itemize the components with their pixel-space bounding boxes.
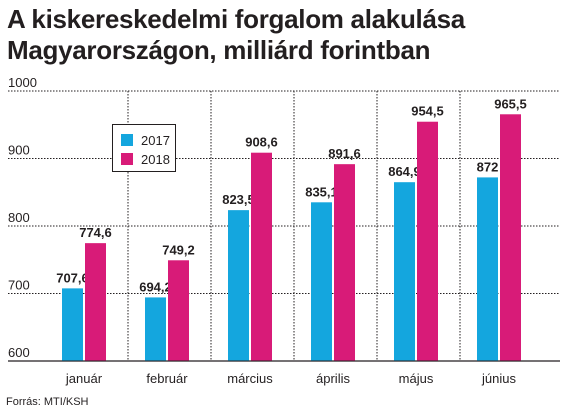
bar-2017-május — [394, 182, 415, 361]
chart-title-line-1: A kiskereskedelmi forgalom alakulása — [7, 4, 465, 34]
bar-2018-január — [85, 243, 106, 361]
data-label-2017-április: 835,1 — [305, 184, 338, 199]
legend-item-2018: 2018 — [121, 151, 170, 167]
data-label-2018-január: 774,6 — [79, 225, 112, 240]
data-label-2017-január: 707,6 — [56, 270, 89, 285]
bar-2018-június — [500, 114, 521, 361]
x-tick-label-április: április — [316, 371, 350, 386]
y-tick-label-700: 700 — [8, 278, 30, 293]
bar-2017-június — [477, 177, 498, 361]
legend-label-2018: 2018 — [141, 151, 170, 167]
y-tick-label-1000: 1000 — [8, 75, 37, 90]
bar-2018-március — [251, 152, 272, 361]
data-label-2018-március: 908,6 — [245, 135, 278, 150]
y-tick-label-800: 800 — [8, 210, 30, 225]
x-tick-label-február: február — [146, 371, 188, 386]
source-note: Forrás: MTI/KSH — [6, 396, 89, 408]
data-label-2018-június: 965,5 — [494, 96, 527, 111]
legend-item-2017: 2017 — [121, 132, 170, 148]
x-tick-label-június: június — [481, 371, 516, 386]
data-label-2018-február: 749,2 — [162, 242, 195, 257]
x-tick-label-január: január — [65, 371, 103, 386]
bar-2017-április — [311, 202, 332, 361]
y-tick-label-600: 600 — [8, 345, 30, 360]
legend: 2017 2018 — [112, 124, 176, 172]
y-tick-label-900: 900 — [8, 143, 30, 158]
bar-2017-március — [228, 210, 249, 361]
data-label-2017-június: 872 — [477, 159, 499, 174]
data-label-2018-május: 954,5 — [411, 104, 444, 119]
data-label-2017-március: 823,5 — [222, 192, 255, 207]
x-tick-label-május: május — [399, 371, 434, 386]
legend-swatch-2017 — [121, 134, 133, 146]
x-tick-label-március: március — [227, 371, 273, 386]
chart-title-line-2: Magyarországon, milliárd forintban — [7, 35, 431, 65]
data-label-2017-február: 694,2 — [139, 279, 172, 294]
chart-title: A kiskereskedelmi forgalom alakulása Mag… — [7, 4, 572, 66]
bar-2017-február — [145, 297, 166, 361]
bar-2017-január — [62, 288, 83, 361]
legend-label-2017: 2017 — [141, 132, 170, 148]
data-label-2017-május: 864,9 — [388, 164, 421, 179]
bar-2018-február — [168, 260, 189, 361]
bar-2018-április — [334, 164, 355, 361]
legend-swatch-2018 — [121, 153, 133, 165]
bar-2018-május — [417, 121, 438, 362]
data-label-2018-április: 891,6 — [328, 146, 361, 161]
